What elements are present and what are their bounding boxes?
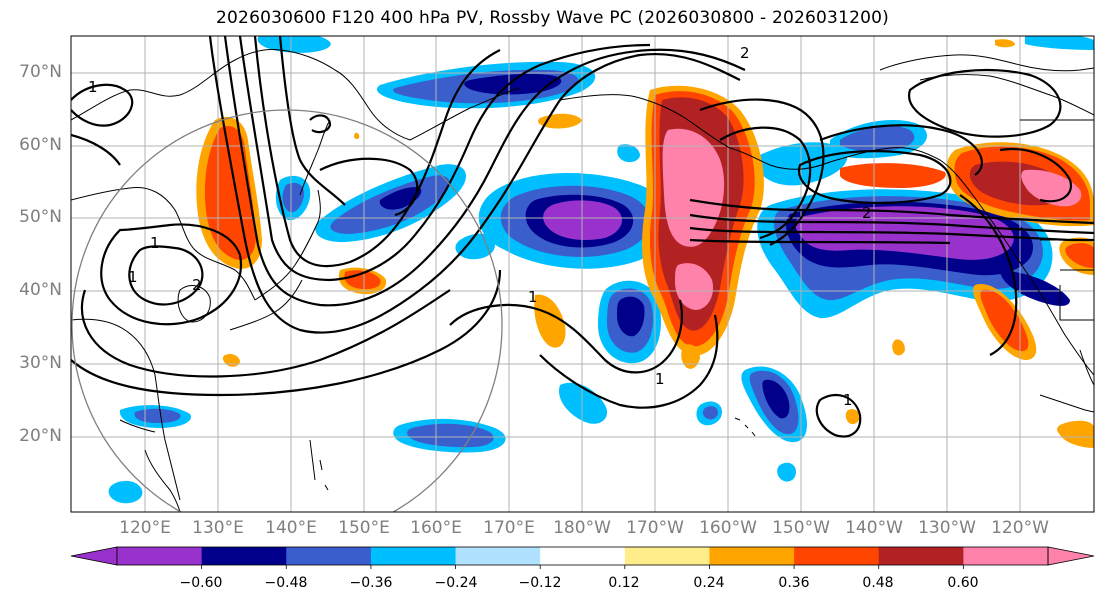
colorbar-extend-min (70, 546, 118, 566)
contour-labels: 1 1 1 2 2 2 1 1 1 (88, 44, 872, 409)
colorbar-tick-label: −0.60 (179, 575, 223, 591)
colorbar-tick-label: −0.12 (518, 575, 562, 591)
colorbar-tick-label: −0.48 (264, 575, 308, 591)
map-title: 2026030600 F120 400 hPa PV, Rossby Wave … (216, 8, 889, 28)
colorbar-segment (455, 547, 541, 565)
colorbar-segment (878, 547, 964, 565)
colorbar-segment (540, 547, 626, 565)
lat-label: 70°N (19, 62, 62, 82)
contour-label: 1 (128, 268, 138, 286)
colorbar-segment (794, 547, 880, 565)
positive-anomaly-bering-gulf (642, 85, 764, 369)
colorbar-extend-max (1047, 546, 1095, 566)
filled-anomalies (108, 36, 1094, 504)
colorbar-segment (117, 547, 203, 565)
contour-label: 1 (528, 288, 538, 306)
colorbar (70, 546, 1095, 569)
lon-label: 120°E (119, 518, 171, 538)
colorbar-tick-label: 0.48 (862, 575, 894, 591)
lat-label: 60°N (19, 135, 62, 155)
colorbar-segment (963, 547, 1049, 565)
lon-label: 170°E (483, 518, 535, 538)
lat-label: 50°N (19, 207, 62, 227)
lon-label: 150°E (338, 518, 390, 538)
contour-label: 1 (843, 391, 853, 409)
colorbar-tick-label: 0.36 (778, 575, 810, 591)
contour-label: 1 (150, 234, 160, 252)
colorbar-tick-label: 0.60 (947, 575, 979, 591)
colorbar-segment (286, 547, 372, 565)
negative-anomaly-south (108, 36, 1094, 504)
colorbar-tick-label: 0.12 (608, 575, 640, 591)
colorbar-segment (201, 547, 287, 565)
lat-label: 30°N (19, 353, 62, 373)
lon-label: 130°W (918, 518, 976, 538)
colorbar-segment (370, 547, 457, 565)
lon-label: 130°E (192, 518, 244, 538)
colorbar-tick-label: −0.36 (349, 575, 393, 591)
lat-label: 40°N (19, 280, 62, 300)
contour-label: 1 (88, 78, 98, 96)
colorbar-segment (709, 547, 795, 565)
lon-label: 160°W (699, 518, 757, 538)
colorbar-tick-label: −0.24 (434, 575, 478, 591)
colorbar-segment (624, 547, 710, 565)
lat-label: 20°N (19, 426, 62, 446)
negative-anomaly-japan (275, 164, 495, 260)
range-circle (71, 109, 503, 512)
pc-contours (71, 36, 1094, 438)
lon-label: 160°E (410, 518, 462, 538)
contour-label: 2 (740, 44, 750, 62)
lon-label: 180°W (553, 518, 611, 538)
lon-label: 140°W (845, 518, 903, 538)
colorbar-tick-label: 0.24 (693, 575, 725, 591)
contour-label: 2 (862, 204, 872, 222)
lon-label: 140°E (265, 518, 317, 538)
lon-label: 150°W (772, 518, 830, 538)
lon-label: 170°W (626, 518, 684, 538)
lon-label: 120°W (991, 518, 1049, 538)
contour-label: 2 (192, 276, 202, 294)
map-frame (70, 35, 1095, 513)
negative-anomaly-north-pacific (478, 172, 670, 269)
contour-label: 1 (655, 370, 665, 388)
negative-anomaly-central-pacific (559, 280, 807, 443)
colorbar-frame (116, 546, 1049, 566)
